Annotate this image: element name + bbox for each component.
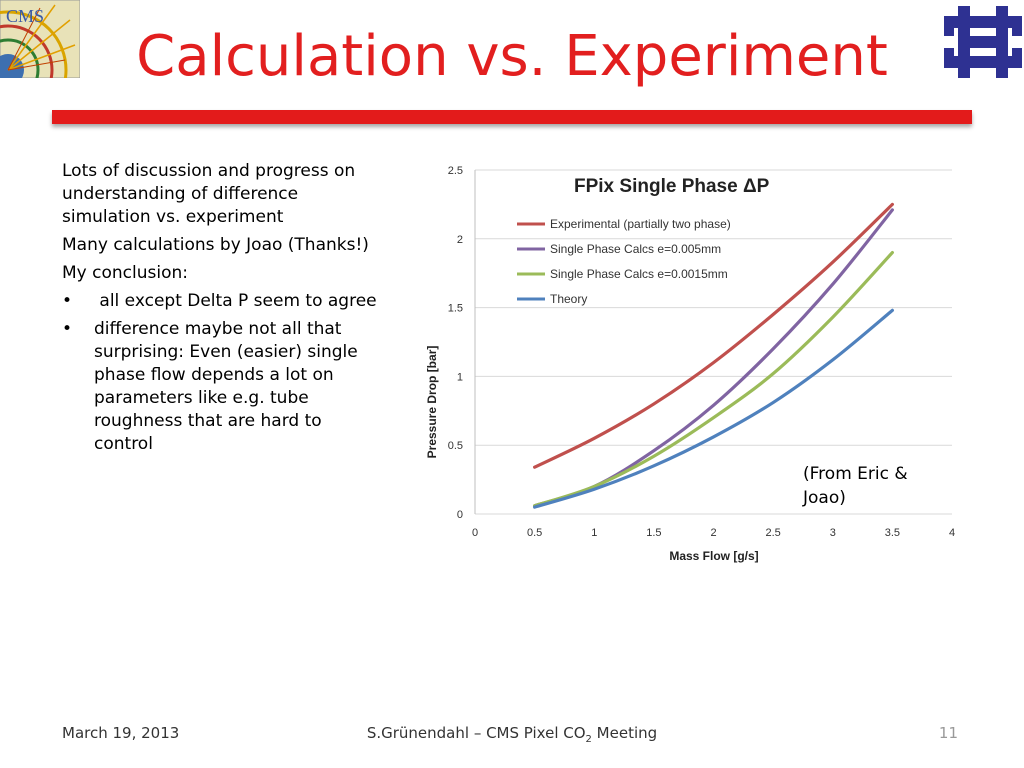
y-tick-label: 0.5 [448, 440, 463, 452]
footer-date: March 19, 2013 [62, 724, 180, 742]
bullet-item: Many calculations by Joao (Thanks!) [62, 235, 369, 255]
footer-center-suffix: Meeting [591, 724, 658, 742]
sub-bullet-item: • all except Delta P seem to agree [62, 290, 382, 313]
title-divider [52, 110, 972, 124]
legend-label: Single Phase Calcs e=0.0015mm [550, 267, 728, 281]
fermilab-logo [944, 6, 1022, 78]
footer-center: S.Grünendahl – CMS Pixel CO2 Meeting [0, 724, 1024, 745]
svg-text:CMS: CMS [6, 6, 44, 26]
legend-label: Theory [550, 292, 587, 306]
y-tick-label: 1 [457, 371, 463, 383]
series-line [533, 250, 894, 508]
slide-title: Calculation vs. Experiment [136, 24, 888, 89]
bullet-item: My conclusion: [62, 263, 188, 283]
legend-label: Experimental (partially two phase) [550, 217, 731, 231]
sub-bullet-text: difference maybe not all that surprising… [94, 319, 358, 454]
series-line [533, 202, 894, 469]
x-tick-label: 0.5 [527, 527, 542, 539]
bullet-icon: • [62, 291, 73, 311]
y-tick-label: 2.5 [448, 165, 463, 177]
footer-center-prefix: S.Grünendahl – CMS Pixel CO [366, 724, 586, 742]
legend-label: Single Phase Calcs e=0.005mm [550, 242, 721, 256]
x-tick-label: 1 [591, 527, 597, 539]
y-tick-label: 0 [457, 509, 463, 521]
source-note: (From Eric & Joao) [803, 464, 908, 508]
bullet-icon: • [62, 319, 73, 339]
series-line [533, 308, 894, 509]
bullet-item: Lots of discussion and progress on under… [62, 161, 356, 227]
x-axis-label: Mass Flow [g/s] [669, 549, 758, 563]
x-tick-label: 2.5 [765, 527, 780, 539]
chart-canvas: FPix Single Phase ΔP Mass Flow [g/s] Pre… [425, 165, 955, 563]
page-number: 11 [938, 724, 958, 742]
chart-title: FPix Single Phase ΔP [574, 176, 770, 197]
sub-bullet-text: all except Delta P seem to agree [94, 291, 377, 311]
sub-bullet-item: • difference maybe not all that surprisi… [62, 318, 382, 456]
x-tick-label: 2 [710, 527, 716, 539]
pressure-drop-chart: FPix Single Phase ΔP Mass Flow [g/s] Pre… [412, 160, 968, 570]
x-tick-label: 4 [949, 527, 955, 539]
y-axis-label: Pressure Drop [bar] [425, 346, 439, 459]
bullet-list: Lots of discussion and progress on under… [62, 160, 382, 461]
y-tick-label: 1.5 [448, 303, 463, 315]
x-tick-label: 3 [830, 527, 836, 539]
footer-center-subscript: 2 [585, 734, 592, 745]
x-tick-label: 3.5 [885, 527, 900, 539]
x-tick-label: 1.5 [646, 527, 661, 539]
y-tick-label: 2 [457, 234, 463, 246]
x-tick-label: 0 [472, 527, 478, 539]
